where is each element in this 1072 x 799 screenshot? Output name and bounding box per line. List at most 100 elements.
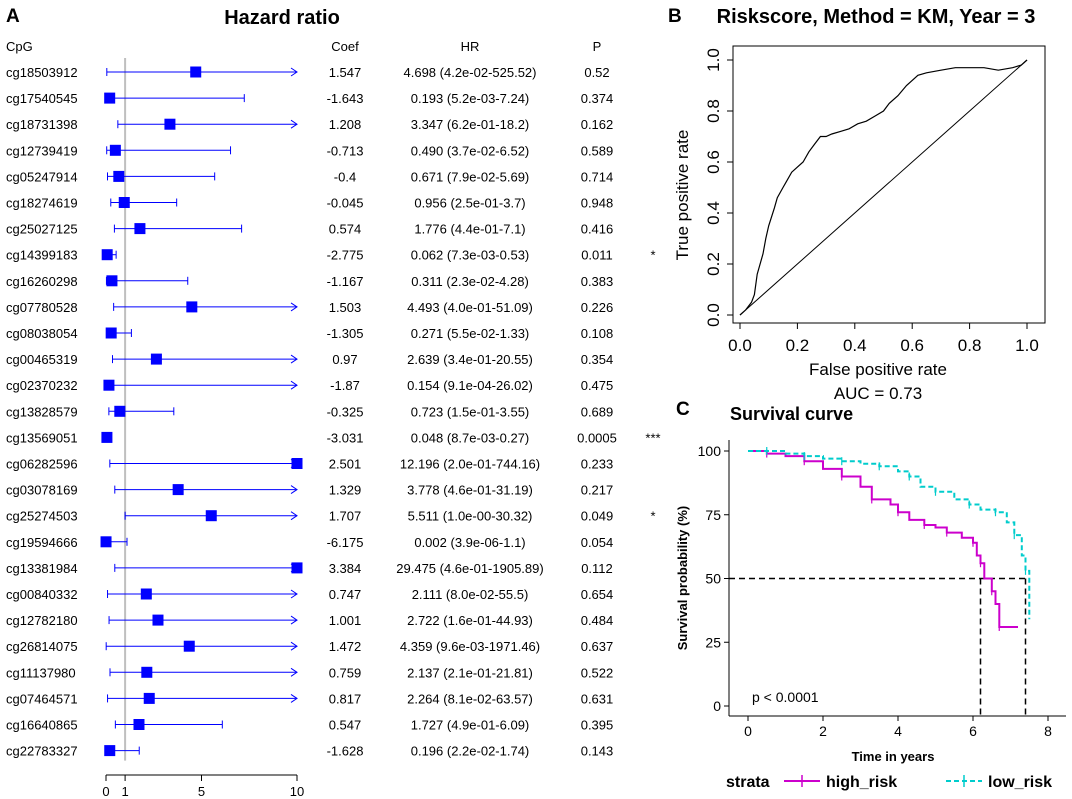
forest-point bbox=[183, 640, 195, 652]
roc-x-tick-label: 0.8 bbox=[958, 336, 982, 355]
forest-p-value: 0.011 bbox=[581, 248, 613, 263]
forest-hr-value: 0.671 (7.9e-02-5.69) bbox=[411, 169, 530, 184]
legend-low-risk-label: low_risk bbox=[988, 774, 1052, 791]
forest-point bbox=[205, 510, 217, 522]
forest-cpg-label: cg00840332 bbox=[6, 587, 78, 602]
survival-x-tick-label: 4 bbox=[894, 723, 902, 739]
forest-p-value: 0.143 bbox=[581, 744, 614, 759]
forest-row: cg13828579 -0.325 0.723 (1.5e-01-3.55) 0.68… bbox=[6, 404, 613, 419]
forest-row: cg25027125 0.574 1.776 (4.4e-01-7.1) 0.416 bbox=[6, 222, 613, 237]
forest-ci-arrow bbox=[290, 667, 298, 677]
survival-x-tick-label: 0 bbox=[744, 723, 752, 739]
forest-point bbox=[143, 692, 155, 704]
forest-hr-value: 5.511 (1.0e-00-30.32) bbox=[408, 509, 533, 524]
forest-hr-value: 2.264 (8.1e-02-63.57) bbox=[407, 691, 533, 706]
forest-hr-value: 0.193 (5.2e-03-7.24) bbox=[411, 91, 530, 106]
survival-low-risk-curve bbox=[748, 450, 1031, 620]
forest-cpg-label: cg25274503 bbox=[6, 509, 78, 524]
forest-row: cg06282596 2.501 12.196 (2.0e-01-744.16) 0.… bbox=[6, 457, 613, 472]
forest-ci-arrow bbox=[290, 67, 298, 77]
forest-hr-value: 4.698 (4.2e-02-525.52) bbox=[404, 65, 537, 80]
forest-point bbox=[114, 405, 126, 417]
roc-y-tick-label: 0.8 bbox=[704, 99, 723, 123]
forest-coef-value: 2.501 bbox=[329, 457, 362, 472]
forest-coef-value: 1.707 bbox=[329, 509, 362, 524]
forest-coef-value: -1.643 bbox=[327, 91, 364, 106]
forest-p-value: 0.416 bbox=[581, 222, 614, 237]
forest-ci-arrow bbox=[290, 119, 298, 129]
forest-hr-value: 12.196 (2.0e-01-744.16) bbox=[400, 457, 540, 472]
forest-cpg-label: cg13569051 bbox=[6, 430, 78, 445]
forest-point bbox=[141, 666, 153, 678]
forest-hr-value: 1.776 (4.4e-01-7.1) bbox=[414, 222, 525, 237]
forest-ci-arrow bbox=[290, 485, 298, 495]
forest-coef-value: -0.713 bbox=[327, 143, 364, 158]
forest-ci-arrow bbox=[290, 354, 298, 364]
forest-hr-value: 0.956 (2.5e-01-3.7) bbox=[414, 196, 525, 211]
forest-p-value: 0.714 bbox=[581, 169, 614, 184]
forest-row: cg25274503 1.707 5.511 (1.0e-00-30.32) 0.04… bbox=[6, 509, 656, 524]
forest-p-value: 0.395 bbox=[581, 718, 614, 733]
forest-row: cg07464571 0.817 2.264 (8.1e-02-63.57) 0.63… bbox=[6, 691, 613, 706]
forest-cpg-label: cg00465319 bbox=[6, 352, 78, 367]
forest-p-value: 0.383 bbox=[581, 274, 614, 289]
roc-x-tick-label: 0.4 bbox=[843, 336, 867, 355]
forest-p-value: 0.631 bbox=[581, 691, 614, 706]
forest-coef-value: 0.547 bbox=[329, 718, 362, 733]
forest-row: cg18274619 -0.045 0.956 (2.5e-01-3.7) 0.948 bbox=[6, 196, 613, 211]
forest-cpg-label: cg18274619 bbox=[6, 196, 78, 211]
forest-row: cg12739419 -0.713 0.490 (3.7e-02-6.52) 0.58… bbox=[6, 143, 613, 158]
forest-p-value: 0.108 bbox=[581, 326, 614, 341]
forest-p-value: 0.948 bbox=[581, 196, 614, 211]
forest-point bbox=[103, 379, 115, 391]
forest-row: cg13381984 3.384 29.475 (4.6e-01-1905.89) 0… bbox=[6, 561, 613, 576]
forest-coef-value: -1.167 bbox=[327, 274, 364, 289]
forest-significance: * bbox=[650, 248, 655, 263]
forest-point bbox=[164, 118, 176, 130]
forest-hr-value: 4.359 (9.6e-03-1971.46) bbox=[400, 639, 540, 654]
forest-cpg-label: cg13381984 bbox=[6, 561, 78, 576]
forest-coef-value: -0.045 bbox=[327, 196, 364, 211]
forest-point bbox=[100, 536, 112, 548]
survival-y-tick-label: 100 bbox=[698, 443, 722, 459]
forest-cpg-label: cg07464571 bbox=[6, 691, 78, 706]
forest-ci-arrow bbox=[290, 511, 298, 521]
forest-coef-value: 1.329 bbox=[329, 483, 362, 498]
forest-p-value: 0.217 bbox=[581, 483, 614, 498]
forest-cpg-label: cg12739419 bbox=[6, 143, 78, 158]
forest-row: cg18731398 1.208 3.347 (6.2e-01-18.2) 0.162 bbox=[6, 117, 613, 132]
forest-title: Hazard ratio bbox=[224, 7, 340, 29]
forest-p-value: 0.354 bbox=[581, 352, 614, 367]
forest-row: cg05247914 -0.4 0.671 (7.9e-02-5.69) 0.714 bbox=[6, 169, 613, 184]
forest-row: cg12782180 1.001 2.722 (1.6e-01-44.93) 0.48… bbox=[6, 613, 613, 628]
forest-header-p: P bbox=[593, 39, 602, 54]
forest-p-value: 0.0005 bbox=[577, 430, 617, 445]
roc-y-tick-label: 0.0 bbox=[704, 303, 723, 327]
forest-p-value: 0.475 bbox=[581, 378, 614, 393]
forest-row: cg03078169 1.329 3.778 (4.6e-01-31.19) 0.21… bbox=[6, 483, 613, 498]
forest-row: cg19594666 -6.175 0.002 (3.9e-06-1.1) 0.054 bbox=[6, 535, 613, 550]
forest-significance: * bbox=[650, 509, 655, 524]
forest-point bbox=[150, 353, 162, 365]
forest-p-value: 0.654 bbox=[581, 587, 614, 602]
forest-point bbox=[133, 719, 145, 730]
forest-p-value: 0.484 bbox=[581, 613, 614, 628]
forest-cpg-label: cg17540545 bbox=[6, 91, 78, 106]
forest-hr-value: 2.639 (3.4e-01-20.55) bbox=[407, 352, 533, 367]
forest-cpg-label: cg13828579 bbox=[6, 404, 78, 419]
forest-p-value: 0.52 bbox=[584, 65, 609, 80]
roc-curve bbox=[739, 59, 1028, 316]
roc-y-tick-label: 0.2 bbox=[704, 252, 723, 276]
forest-point bbox=[291, 562, 303, 574]
forest-point bbox=[118, 197, 130, 208]
forest-hr-value: 2.137 (2.1e-01-21.81) bbox=[407, 665, 533, 680]
roc-y-tick-label: 1.0 bbox=[704, 48, 723, 72]
forest-hr-value: 0.271 (5.5e-02-1.33) bbox=[411, 326, 530, 341]
forest-p-value: 0.226 bbox=[581, 300, 614, 315]
forest-coef-value: -3.031 bbox=[327, 430, 364, 445]
forest-ci-arrow bbox=[290, 380, 298, 390]
forest-p-value: 0.112 bbox=[581, 561, 613, 576]
forest-coef-value: 1.472 bbox=[329, 639, 362, 654]
forest-p-value: 0.522 bbox=[581, 665, 614, 680]
survival-y-tick-label: 50 bbox=[705, 571, 721, 587]
